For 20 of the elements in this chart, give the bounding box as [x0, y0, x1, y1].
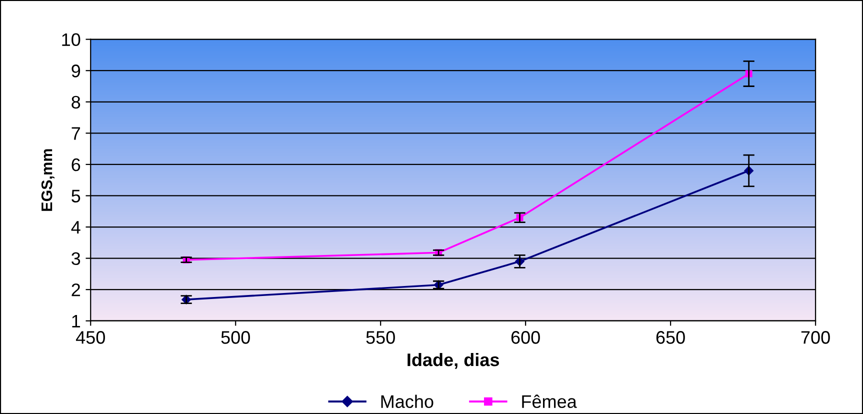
x-tick-label: 650: [656, 331, 685, 344]
y-tick-label: 8: [72, 96, 80, 109]
y-tick-label: 3: [72, 252, 80, 266]
x-tick-label: 500: [221, 331, 250, 344]
y-tick-label: 9: [72, 64, 80, 78]
y-tick-label: 6: [72, 158, 80, 172]
x-tick-label: 550: [366, 331, 395, 344]
x-axis-title: Idade, dias: [408, 352, 499, 369]
y-tick-label: 10: [62, 33, 80, 46]
y-tick-label: 4: [71, 221, 80, 234]
y-tick-label: 5: [72, 190, 80, 202]
y-axis-title: EGS,mm: [41, 149, 54, 211]
y-tick-label: 7: [72, 127, 80, 140]
x-tick-label: 450: [76, 331, 105, 344]
y-tick-label: 1: [72, 314, 80, 328]
y-tick-label: 2: [72, 284, 80, 296]
legend-label: Macho: [381, 394, 434, 408]
x-tick-label: 700: [801, 331, 830, 344]
x-tick-label: 600: [511, 331, 540, 344]
legend-label: Fêmea: [522, 394, 577, 408]
